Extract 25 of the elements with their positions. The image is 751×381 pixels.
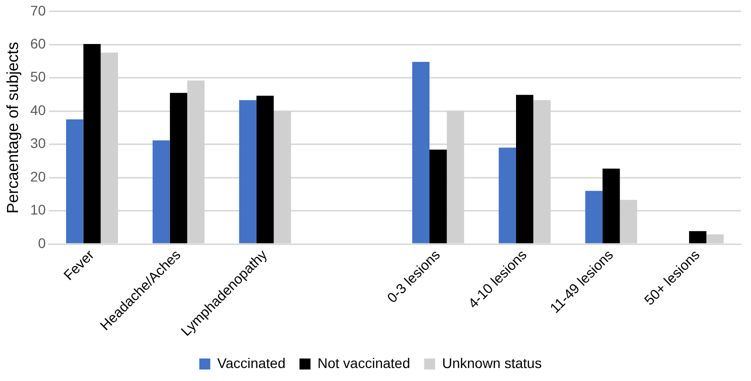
bar xyxy=(152,140,170,244)
legend-label: Not vaccinated xyxy=(318,354,410,371)
y-tick-label: 60 xyxy=(30,35,46,52)
y-tick-label: 30 xyxy=(30,135,46,152)
bar xyxy=(430,150,447,244)
legend-label: Unknown status xyxy=(442,354,542,371)
bar xyxy=(602,168,620,244)
y-tick-label: 20 xyxy=(30,168,46,184)
bar xyxy=(516,94,534,244)
y-tick-label: 50 xyxy=(30,68,46,85)
bar xyxy=(83,44,101,244)
legend-label: Vaccinated xyxy=(217,354,286,371)
bar xyxy=(498,148,516,244)
y-tick-label: 0 xyxy=(38,234,46,251)
y-axis-title: Percaentage of subjects xyxy=(5,42,22,214)
y-tick-label: 40 xyxy=(30,102,46,118)
bar xyxy=(239,100,256,244)
bar xyxy=(412,62,430,244)
y-tick-label: 70 xyxy=(30,2,46,18)
bar xyxy=(170,92,188,244)
y-tick-label: 10 xyxy=(30,202,46,218)
bar xyxy=(585,190,603,244)
bar xyxy=(256,96,274,244)
bar xyxy=(66,119,84,244)
bar xyxy=(689,231,706,244)
